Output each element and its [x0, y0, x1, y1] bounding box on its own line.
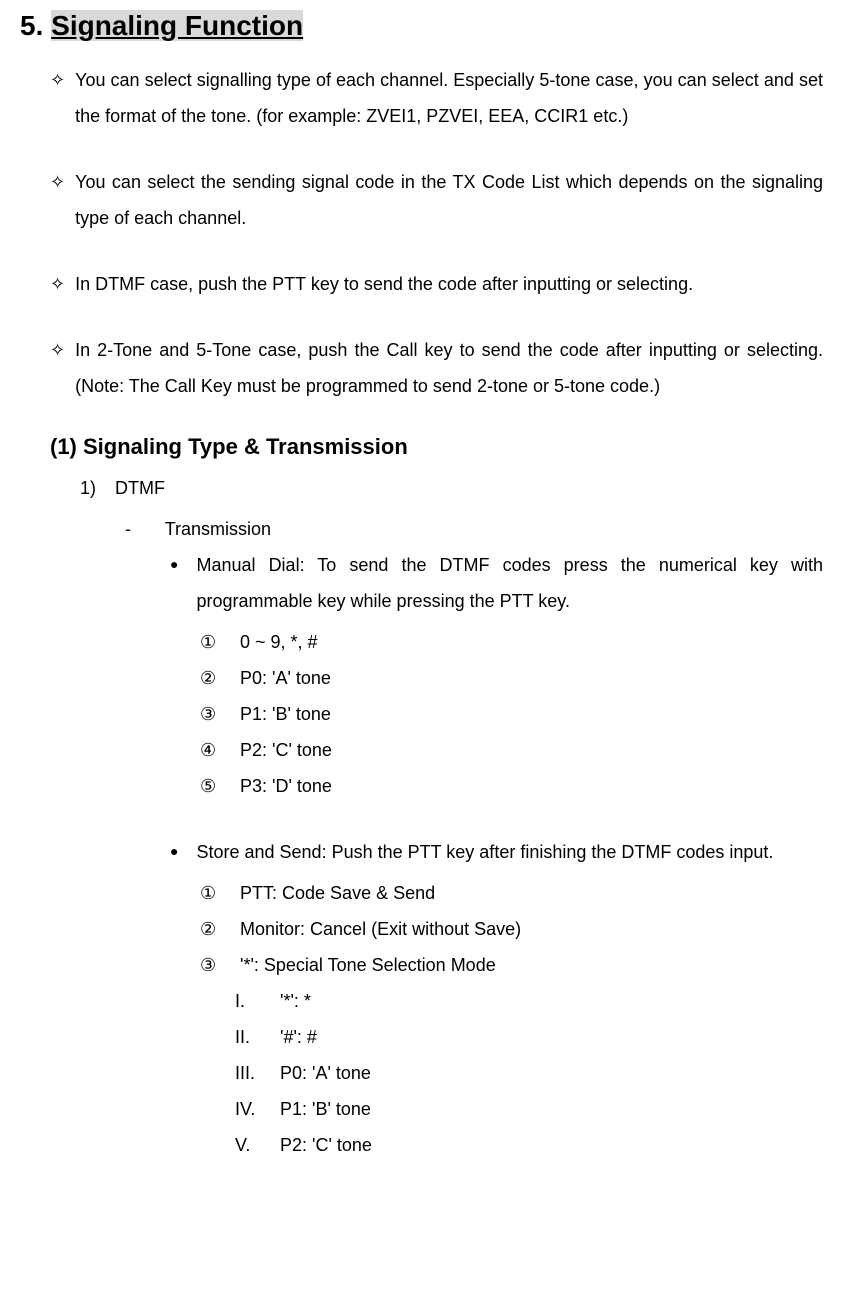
- roman-text: '*': *: [280, 991, 311, 1011]
- dash-label: Transmission: [165, 519, 271, 539]
- bullet-list: ● Manual Dial: To send the DTMF codes pr…: [125, 547, 823, 1163]
- roman-text: '#': #: [280, 1027, 317, 1047]
- circled-item: ② Monitor: Cancel (Exit without Save): [200, 911, 823, 947]
- circled-num: ①: [200, 875, 235, 911]
- roman-num: IV.: [235, 1091, 275, 1127]
- roman-num: II.: [235, 1019, 275, 1055]
- circled-num: ④: [200, 732, 235, 768]
- circled-list: ① 0 ~ 9, *, # ② P0: 'A' tone ③ P1: 'B' t…: [170, 624, 823, 804]
- roman-item: II. '#': #: [235, 1019, 823, 1055]
- circled-list: ① PTT: Code Save & Send ② Monitor: Cance…: [170, 875, 823, 1163]
- diamond-list: ✧ You can select signalling type of each…: [20, 62, 823, 404]
- diamond-item: ✧ You can select signalling type of each…: [50, 62, 823, 134]
- dash-list: - Transmission ● Manual Dial: To send th…: [80, 511, 823, 1163]
- item-number: 1): [80, 470, 110, 506]
- diamond-item: ✧ In DTMF case, push the PTT key to send…: [50, 266, 823, 302]
- subsection-title: (1) Signaling Type & Transmission: [20, 434, 823, 460]
- diamond-text: In 2-Tone and 5-Tone case, push the Call…: [75, 332, 823, 404]
- roman-text: P1: 'B' tone: [280, 1099, 371, 1119]
- roman-item: V. P2: 'C' tone: [235, 1127, 823, 1163]
- diamond-icon: ✧: [50, 164, 65, 236]
- disc-icon: ●: [170, 547, 178, 619]
- section-title-text: Signaling Function: [51, 10, 303, 41]
- circled-text: PTT: Code Save & Send: [240, 883, 435, 903]
- roman-num: III.: [235, 1055, 275, 1091]
- roman-item: III. P0: 'A' tone: [235, 1055, 823, 1091]
- circled-item: ④ P2: 'C' tone: [200, 732, 823, 768]
- circled-text: P1: 'B' tone: [240, 704, 331, 724]
- circled-item: ① PTT: Code Save & Send: [200, 875, 823, 911]
- circled-text: P0: 'A' tone: [240, 668, 331, 688]
- dash-marker: -: [125, 511, 160, 547]
- roman-item: IV. P1: 'B' tone: [235, 1091, 823, 1127]
- section-number: 5.: [20, 10, 43, 41]
- numbered-list: 1) DTMF - Transmission ● Manual Dial: To…: [20, 470, 823, 1163]
- circled-item: ③ P1: 'B' tone: [200, 696, 823, 732]
- circled-num: ②: [200, 911, 235, 947]
- diamond-text: You can select signalling type of each c…: [75, 62, 823, 134]
- circled-item: ③ '*': Special Tone Selection Mode: [200, 947, 823, 983]
- dash-item: - Transmission: [125, 511, 823, 547]
- diamond-item: ✧ In 2-Tone and 5-Tone case, push the Ca…: [50, 332, 823, 404]
- roman-num: V.: [235, 1127, 275, 1163]
- diamond-text: In DTMF case, push the PTT key to send t…: [75, 266, 823, 302]
- circled-text: P3: 'D' tone: [240, 776, 332, 796]
- diamond-icon: ✧: [50, 332, 65, 404]
- numbered-item: 1) DTMF: [80, 470, 823, 506]
- section-title: 5. Signaling Function: [20, 10, 823, 42]
- bullet-text: Manual Dial: To send the DTMF codes pres…: [196, 547, 823, 619]
- circled-item: ② P0: 'A' tone: [200, 660, 823, 696]
- diamond-item: ✧ You can select the sending signal code…: [50, 164, 823, 236]
- diamond-icon: ✧: [50, 266, 65, 302]
- roman-num: I.: [235, 983, 275, 1019]
- circled-num: ⑤: [200, 768, 235, 804]
- roman-list: I. '*': * II. '#': # III. P0: 'A' tone I…: [200, 983, 823, 1163]
- roman-item: I. '*': *: [235, 983, 823, 1019]
- circled-text: P2: 'C' tone: [240, 740, 332, 760]
- circled-text: Monitor: Cancel (Exit without Save): [240, 919, 521, 939]
- disc-icon: ●: [170, 834, 178, 870]
- roman-text: P0: 'A' tone: [280, 1063, 371, 1083]
- bullet-item: ● Manual Dial: To send the DTMF codes pr…: [170, 547, 823, 619]
- circled-num: ③: [200, 947, 235, 983]
- circled-text: '*': Special Tone Selection Mode: [240, 955, 496, 975]
- circled-num: ①: [200, 624, 235, 660]
- circled-text: 0 ~ 9, *, #: [240, 632, 318, 652]
- circled-item: ① 0 ~ 9, *, #: [200, 624, 823, 660]
- circled-num: ③: [200, 696, 235, 732]
- roman-text: P2: 'C' tone: [280, 1135, 372, 1155]
- diamond-text: You can select the sending signal code i…: [75, 164, 823, 236]
- spacer: [170, 804, 823, 834]
- circled-num: ②: [200, 660, 235, 696]
- diamond-icon: ✧: [50, 62, 65, 134]
- bullet-text: Store and Send: Push the PTT key after f…: [196, 834, 823, 870]
- circled-item: ⑤ P3: 'D' tone: [200, 768, 823, 804]
- item-label: DTMF: [115, 478, 165, 498]
- bullet-item: ● Store and Send: Push the PTT key after…: [170, 834, 823, 870]
